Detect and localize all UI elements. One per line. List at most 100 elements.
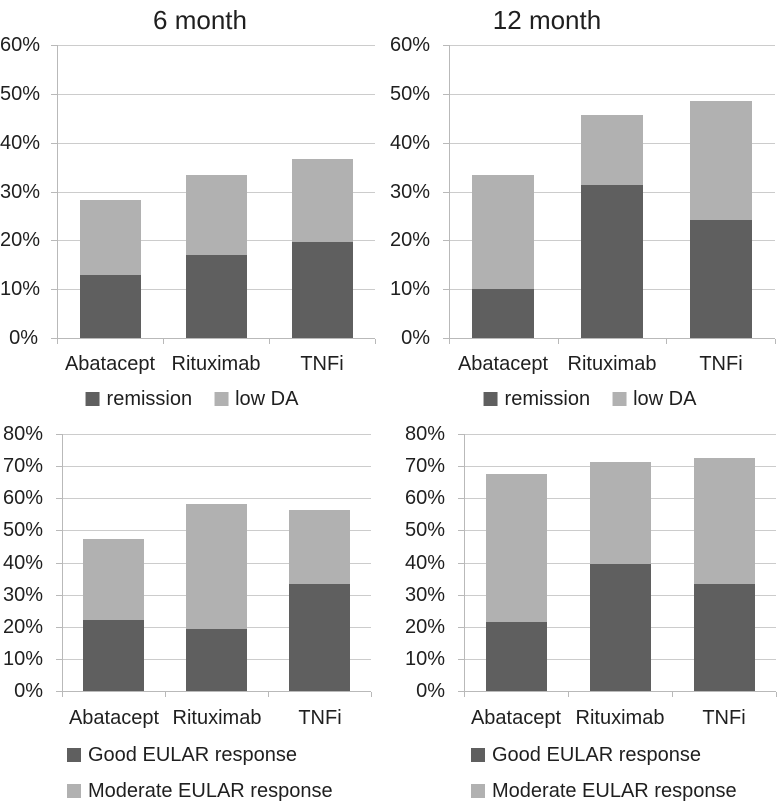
x-axis-line <box>449 338 775 339</box>
x-axis-tick <box>558 339 559 344</box>
x-axis-tick <box>666 339 667 344</box>
y-axis-tick <box>51 338 57 339</box>
gridline <box>62 466 371 467</box>
bar-segment-remission <box>292 242 353 338</box>
legend-swatch-remission <box>483 392 498 406</box>
category-label: Abatacept <box>457 353 549 375</box>
y-axis-tick-label: 70% <box>404 455 445 477</box>
y-axis-tick <box>51 289 57 290</box>
y-axis-tick <box>56 563 62 564</box>
legend-swatch-good-eular-response <box>471 748 485 762</box>
category-label: Rituximab <box>567 353 657 375</box>
y-axis-tick <box>443 143 449 144</box>
y-axis-tick <box>443 45 449 46</box>
category-label: Rituximab <box>575 707 665 729</box>
category-label: TNFi <box>298 707 342 729</box>
y-axis-tick-label: 30% <box>2 584 43 606</box>
y-axis-line <box>62 434 63 696</box>
y-axis-tick-label: 60% <box>0 34 41 56</box>
y-axis-tick <box>458 466 464 467</box>
y-axis-tick <box>56 691 62 692</box>
y-axis-tick <box>458 627 464 628</box>
y-axis-tick-label: 0% <box>9 327 38 349</box>
y-axis-tick <box>458 530 464 531</box>
y-axis-tick <box>443 240 449 241</box>
legend-swatch-remission <box>85 392 100 406</box>
y-axis-tick-label: 60% <box>2 487 43 509</box>
gridline <box>57 94 375 95</box>
legend-swatch-low-da <box>612 392 627 406</box>
y-axis-tick-label: 20% <box>0 229 41 251</box>
y-axis-tick <box>443 94 449 95</box>
bar-segment-moderate-eular-response <box>590 462 651 564</box>
y-axis-tick-label: 30% <box>404 584 445 606</box>
bar-segment-remission <box>581 185 643 338</box>
y-axis-line <box>464 434 465 696</box>
y-axis-tick-label: 40% <box>404 552 445 574</box>
x-axis-tick <box>568 692 569 697</box>
x-axis-line <box>464 691 776 692</box>
y-axis-tick <box>51 240 57 241</box>
y-axis-tick-label: 80% <box>404 423 445 445</box>
bar-segment-moderate-eular-response <box>694 458 755 584</box>
x-axis-tick <box>57 339 58 344</box>
bar-segment-moderate-eular-response <box>83 539 144 620</box>
category-label: TNFi <box>300 353 344 375</box>
y-axis-tick-label: 30% <box>0 181 41 203</box>
y-axis-tick <box>56 530 62 531</box>
y-axis-tick <box>458 595 464 596</box>
gridline <box>62 434 371 435</box>
y-axis-tick-label: 80% <box>2 423 43 445</box>
y-axis-tick-label: 70% <box>2 455 43 477</box>
y-axis-tick-label: 20% <box>2 616 43 638</box>
chart-eular-12-month: 0% 10% 20% 30% 40% 50% 60% 70% 80% Abatacept Ritux… <box>389 415 778 802</box>
x-axis-tick <box>62 692 63 697</box>
y-axis-line <box>57 45 58 343</box>
legend-item: Moderate EULAR response <box>67 780 333 802</box>
gridline <box>57 143 375 144</box>
x-axis-tick <box>672 692 673 697</box>
bar-segment-good-eular-response <box>694 584 755 691</box>
category-label: Rituximab <box>172 707 262 729</box>
gridline <box>57 45 375 46</box>
x-axis-tick <box>449 339 450 344</box>
bar-segment-remission <box>690 220 752 338</box>
category-label: Abatacept <box>470 707 562 729</box>
y-axis-tick-label: 40% <box>2 552 43 574</box>
legend-item: low DA <box>214 388 298 410</box>
y-axis-tick-label: 20% <box>404 616 445 638</box>
legend-item: Good EULAR response <box>471 744 701 766</box>
y-axis-tick <box>51 45 57 46</box>
y-axis-tick <box>51 192 57 193</box>
y-axis-tick-label: 0% <box>416 680 445 702</box>
y-axis-tick <box>458 659 464 660</box>
bar-segment-good-eular-response <box>83 620 144 691</box>
y-axis-tick-label: 0% <box>14 680 43 702</box>
legend-swatch-moderate-eular-response <box>67 784 81 798</box>
y-axis-tick <box>56 595 62 596</box>
y-axis-tick <box>458 563 464 564</box>
legend-item: remission <box>483 388 590 410</box>
y-axis-tick-label: 10% <box>0 278 41 300</box>
bar-segment-good-eular-response <box>186 629 247 691</box>
category-label: Rituximab <box>171 353 261 375</box>
bar-segment-good-eular-response <box>486 622 547 691</box>
y-axis-tick-label: 50% <box>2 519 43 541</box>
y-axis-tick <box>56 659 62 660</box>
x-axis-tick <box>163 339 164 344</box>
bar-segment-good-eular-response <box>289 584 350 691</box>
x-axis-tick <box>464 692 465 697</box>
legend-label: low DA <box>235 388 299 410</box>
chart-remission-12-month: 12 month 0% 10% 20% 30% 40% 50% 60% Abatacept Ri… <box>389 0 778 415</box>
chart-remission-6-month: 6 month 0% 10% 20% 30% 40% 50% 60% Abatacept Rit… <box>0 0 389 415</box>
x-axis-tick <box>375 339 376 344</box>
bar-segment-remission <box>186 255 247 338</box>
legend-label: Moderate EULAR response <box>492 780 737 802</box>
y-axis-tick-label: 10% <box>389 278 430 300</box>
legend-label: Moderate EULAR response <box>88 780 333 802</box>
x-axis-tick <box>165 692 166 697</box>
legend-row: Moderate EULAR response <box>471 780 737 802</box>
x-axis-tick <box>775 339 776 344</box>
gridline <box>62 498 371 499</box>
chart-title: 12 month <box>492 5 602 35</box>
